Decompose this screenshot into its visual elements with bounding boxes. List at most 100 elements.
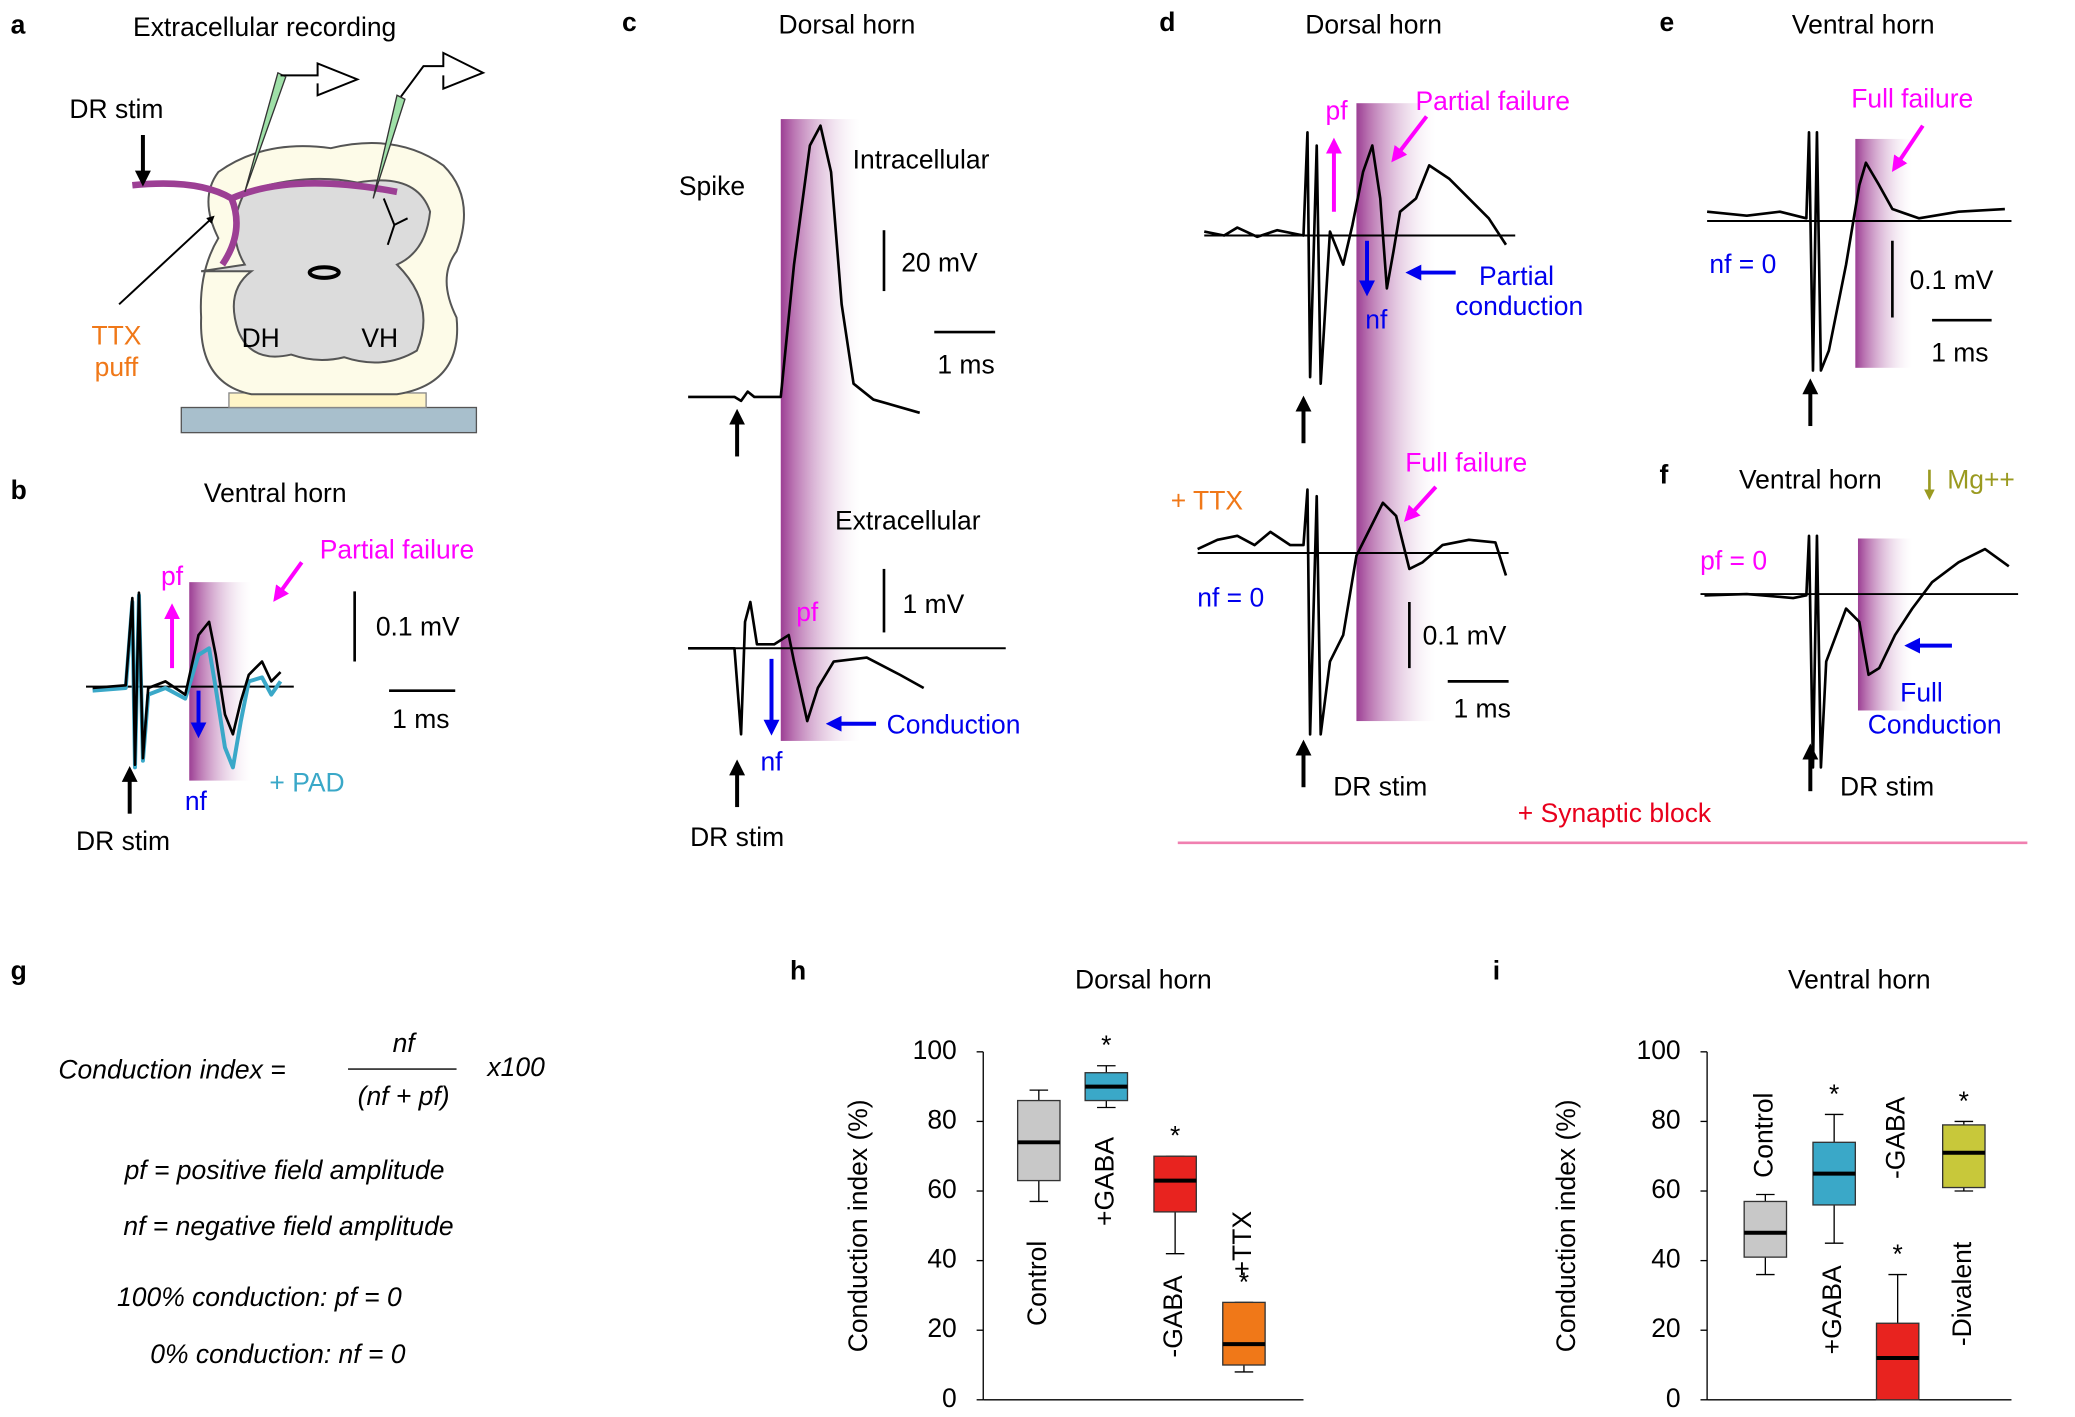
failure: Partial failure (320, 535, 474, 565)
scale-v2: 1 mV (903, 589, 965, 619)
panel-label: b (11, 475, 27, 505)
category-label: Control (1022, 1241, 1052, 1326)
panel-label: i (1493, 955, 1500, 985)
spike: Spike (679, 171, 745, 201)
nf: nf (185, 786, 208, 816)
box (1743, 1200, 1788, 1258)
scale-v: 0.1 mV (1910, 265, 1994, 295)
title: Ventral horn (1792, 9, 1935, 39)
y-tick-label: 100 (1636, 1035, 1680, 1065)
puff: puff (95, 352, 139, 382)
y-tick-label: 40 (1651, 1244, 1680, 1274)
extracellular: Extracellular (835, 506, 981, 536)
nf-def: nf = negative field amplitude (123, 1211, 453, 1241)
category-label: Control (1748, 1093, 1778, 1178)
panel-label: e (1659, 7, 1674, 37)
scale-bars (353, 230, 1992, 692)
synaptic-block: + Synaptic block (1518, 798, 1712, 828)
conduction: conduction (1455, 291, 1583, 321)
pf-def: pf = positive field amplitude (124, 1155, 445, 1185)
nf: nf (1365, 304, 1388, 334)
category-label: +TTX (1227, 1211, 1257, 1277)
dr-stim: DR stim (1333, 772, 1427, 802)
scale-t: 1 ms (392, 704, 449, 734)
numerator: nf (393, 1028, 418, 1058)
y-tick-label: 0 (1666, 1383, 1681, 1413)
box (1875, 1322, 1920, 1401)
partial: Partial (1479, 261, 1554, 291)
significance: * (1170, 1121, 1180, 1151)
panel-label: h (790, 955, 806, 985)
full-failure: Full failure (1851, 84, 1973, 114)
nf: nf (760, 746, 783, 776)
significance: * (1959, 1086, 1969, 1116)
y-tick-label: 80 (1651, 1104, 1680, 1134)
partial-failure: Partial failure (1416, 86, 1570, 116)
y-tick-label: 20 (927, 1313, 956, 1343)
title: Dorsal horn (1305, 9, 1442, 39)
spinal-cord-diagram (118, 51, 486, 434)
significance: * (1101, 1030, 1111, 1060)
category-label: -GABA (1158, 1275, 1188, 1358)
scale-t: 1 ms (937, 349, 994, 379)
lhs: Conduction index = (58, 1055, 285, 1085)
panel-label: d (1159, 7, 1175, 37)
significance: * (1829, 1079, 1839, 1109)
nf-zero: nf = 0 (1197, 582, 1264, 612)
pf: pf (796, 597, 819, 627)
y-tick-label: 80 (927, 1104, 956, 1134)
ttx: TTX (91, 320, 141, 350)
panel-label: f (1659, 459, 1668, 489)
pad: + PAD (269, 768, 344, 798)
box (1942, 1124, 1986, 1189)
y-tick-label: 0 (942, 1383, 957, 1413)
pf: pf (161, 561, 184, 591)
panel-label: g (11, 955, 27, 985)
title: Ventral horn (1739, 465, 1882, 495)
scale-v1: 20 mV (901, 248, 978, 278)
scale-v: 0.1 mV (1423, 621, 1507, 651)
category-label: +GABA (1817, 1265, 1847, 1354)
y-tick-label: 60 (1651, 1174, 1680, 1204)
chart-title: Dorsal horn (1075, 965, 1212, 995)
panel-label: c (622, 7, 637, 37)
conduction: Conduction (887, 709, 1021, 739)
scale-t: 1 ms (1453, 693, 1510, 723)
nf-zero: nf = 0 (1709, 249, 1776, 279)
y-tick-label: 60 (927, 1174, 956, 1204)
category-label: +GABA (1089, 1137, 1119, 1226)
zero: 0% conduction: nf = 0 (150, 1339, 405, 1369)
significance: * (1239, 1267, 1249, 1297)
mg: Mg++ (1947, 465, 2015, 495)
box (1153, 1155, 1197, 1213)
title: Dorsal horn (779, 9, 916, 39)
y-tick-label: 20 (1651, 1313, 1680, 1343)
y-tick-label: 40 (927, 1244, 956, 1274)
box (1222, 1301, 1266, 1366)
y-axis-label: Conduction index (%) (1551, 1099, 1581, 1352)
dr-stim: DR stim (1840, 772, 1934, 802)
dh: DH (242, 323, 280, 353)
dr-stim: DR stim (69, 94, 163, 124)
y-tick-label: 100 (913, 1035, 957, 1065)
arrows (121, 115, 1952, 814)
full-failure: Full failure (1405, 447, 1527, 477)
scale-t: 1 ms (1931, 338, 1988, 368)
ttx: + TTX (1171, 486, 1244, 516)
full: 100% conduction: pf = 0 (117, 1282, 402, 1312)
dr-stim: DR stim (76, 826, 170, 856)
title: Extracellular recording (133, 12, 396, 42)
denominator: (nf + pf) (358, 1081, 450, 1111)
pf-zero: pf = 0 (1700, 545, 1767, 575)
panel-label: a (11, 9, 26, 39)
conduction: Conduction (1868, 709, 2002, 739)
full: Full (1900, 678, 1943, 708)
vh: VH (361, 323, 398, 353)
title: Ventral horn (204, 478, 347, 508)
category-label: -Divalent (1947, 1241, 1977, 1346)
scale-v: 0.1 mV (376, 611, 460, 641)
window-shading (189, 103, 1913, 781)
y-axis-label: Conduction index (%) (843, 1099, 873, 1352)
